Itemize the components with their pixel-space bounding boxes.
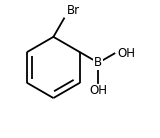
Text: B: B bbox=[94, 56, 102, 69]
Text: Br: Br bbox=[67, 4, 80, 17]
Text: OH: OH bbox=[117, 47, 135, 60]
Text: OH: OH bbox=[89, 84, 107, 97]
